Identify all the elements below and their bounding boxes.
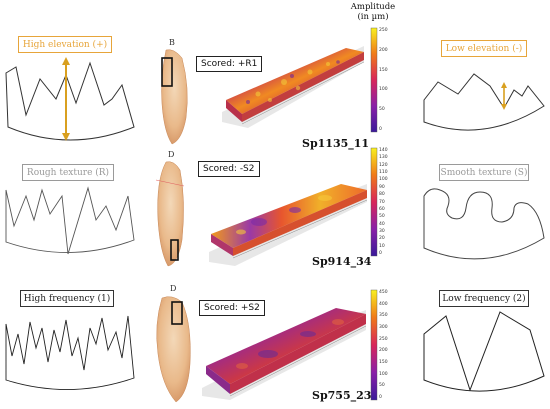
color-bar-tick-label: 50 (379, 383, 385, 389)
color-bar-3 (370, 289, 378, 401)
low-frequency-profile (423, 311, 545, 392)
smooth-texture-label: Smooth texture (S) (439, 164, 529, 181)
color-bar-tick-label: 20 (379, 236, 385, 242)
color-bar-tick-label: 150 (379, 67, 388, 73)
rough-texture-profile (5, 186, 135, 255)
color-bar-tick-label: 300 (379, 325, 388, 330)
color-bar-2-ticks: 140 130 120 110 100 90 80 70 60 50 40 30 20 10 0 (379, 148, 395, 256)
surface-plot-2 (209, 184, 368, 266)
color-bar-tick-label: 100 (379, 87, 388, 93)
tooth-image-3 (156, 296, 191, 403)
tooth-letter-2: D (168, 150, 175, 159)
color-bar-1 (370, 27, 378, 133)
color-bar-tick-label: 120 (379, 162, 388, 168)
color-bar-tick-label: 150 (379, 360, 388, 365)
amplitude-unit: (in µm) (357, 12, 389, 22)
high-frequency-profile (5, 315, 135, 390)
color-bar-tick-label: 400 (379, 301, 388, 307)
color-bar-tick-label: 0 (379, 395, 382, 400)
color-bar-tick-label: 250 (379, 28, 388, 33)
color-bar-2 (370, 147, 378, 257)
color-bar-tick-label: 0 (379, 127, 382, 132)
color-bar-tick-label: 30 (379, 228, 385, 234)
color-bar-tick-label: 0 (379, 251, 382, 256)
sample-id-3: Sp755_23 (312, 389, 372, 402)
smooth-texture-profile (423, 188, 545, 260)
color-bar-tick-label: 450 (379, 290, 388, 295)
high-frequency-label: High frequency (1) (20, 290, 114, 307)
color-bar-tick-label: 140 (379, 148, 388, 153)
color-bar-1-ticks: 250 200 150 100 50 0 (379, 28, 395, 132)
color-bar-tick-label: 80 (379, 192, 385, 198)
color-bar-3-ticks: 450 400 350 300 250 200 150 100 50 0 (379, 290, 395, 400)
color-bar-tick-label: 40 (379, 221, 385, 227)
color-bar-tick-label: 50 (379, 214, 385, 220)
color-bar-tick-label: 110 (379, 170, 388, 176)
high-elevation-label: High elevation (+) (18, 36, 112, 53)
color-bar-tick-label: 70 (379, 199, 385, 205)
scored-label-1: Scored: +R1 (196, 56, 263, 72)
color-bar-tick-label: 10 (379, 243, 385, 249)
color-bar-tick-label: 100 (379, 371, 388, 377)
rough-texture-label: Rough texture (R) (22, 164, 114, 181)
color-bar-tick-label: 100 (379, 177, 388, 183)
low-elevation-label: Low elevation (-) (441, 40, 527, 57)
high-elevation-profile (5, 57, 135, 141)
color-bar-tick-label: 50 (379, 107, 385, 113)
color-bar-tick-label: 250 (379, 336, 388, 342)
low-frequency-label: Low frequency (2) (439, 290, 529, 307)
tooth-image-1 (161, 49, 188, 145)
sample-id-1: Sp1135_11 (302, 137, 370, 150)
tooth-letter-3: D (170, 284, 177, 293)
surface-plot-1 (222, 46, 365, 128)
color-bar-tick-label: 200 (379, 348, 388, 354)
scored-label-2: Scored: -S2 (198, 161, 260, 177)
color-bar-tick-label: 90 (379, 184, 385, 190)
color-bar-tick-label: 130 (379, 155, 388, 161)
tooth-image-2 (155, 161, 185, 267)
amplitude-title: Amplitude (in µm) (338, 2, 408, 22)
color-bar-tick-label: 350 (379, 313, 388, 319)
sample-id-2: Sp914_34 (312, 255, 372, 268)
surface-plot-3 (202, 308, 367, 400)
tooth-letter-1: B (169, 38, 175, 47)
scored-label-3: Scored: +S2 (199, 300, 265, 316)
color-bar-tick-label: 200 (379, 47, 388, 53)
low-elevation-profile (423, 73, 545, 131)
color-bar-tick-label: 60 (379, 206, 385, 212)
amplitude-title-text: Amplitude (350, 2, 396, 12)
